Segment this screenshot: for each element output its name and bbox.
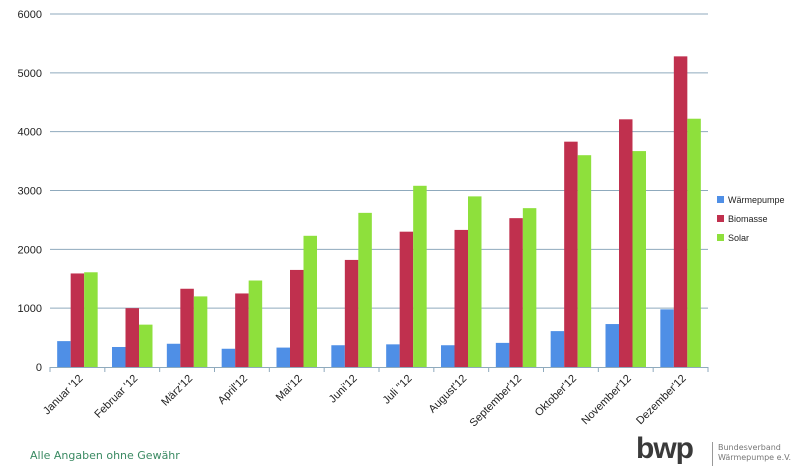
bar <box>139 324 153 367</box>
y-tick-label: 5000 <box>18 68 42 80</box>
chart: 0 1000 2000 3000 4000 5000 6000 Januar '12 Febr… <box>18 9 785 430</box>
bar <box>303 235 317 367</box>
bar <box>344 259 359 367</box>
bar <box>619 119 633 367</box>
bar <box>125 308 139 367</box>
bar <box>509 218 523 367</box>
legend-label: Solar <box>728 233 749 243</box>
bar <box>180 288 194 367</box>
y-tick-label: 2000 <box>18 244 42 256</box>
bar <box>331 345 345 367</box>
bar <box>495 342 510 367</box>
bar <box>112 346 126 367</box>
bar <box>687 118 701 368</box>
logo-text: Bundesverband Wärmepumpe e.V. <box>718 443 791 463</box>
bar <box>660 309 674 367</box>
bar <box>441 345 455 367</box>
legend-swatch <box>717 234 724 241</box>
bar <box>57 341 71 367</box>
bar <box>221 348 236 367</box>
chart-grid <box>50 13 708 309</box>
bar <box>166 343 181 367</box>
x-tick-label: Oktober'12 <box>533 373 579 419</box>
x-tick-label: Dezember'12 <box>634 373 689 428</box>
bar <box>358 212 372 367</box>
bar <box>454 229 468 367</box>
bar <box>84 272 98 367</box>
bar <box>386 344 400 367</box>
y-tick-label: 4000 <box>18 127 42 139</box>
legend-label: Biomasse <box>728 214 768 224</box>
bar <box>577 155 592 367</box>
x-axis-ticks: Januar '12 Februar '12 März'12 April'12 Mai'… <box>41 373 689 430</box>
bar <box>468 196 482 367</box>
bar <box>399 231 414 367</box>
bar <box>248 280 263 367</box>
x-tick-label: September'12 <box>468 373 525 430</box>
bar <box>413 185 427 367</box>
bar <box>290 269 304 367</box>
y-tick-label: 3000 <box>18 186 42 198</box>
bar <box>193 296 208 367</box>
logo-mark: bwp <box>636 432 694 465</box>
bwp-logo: bwp Bundesverband Wärmepumpe e.V. <box>636 432 796 470</box>
legend: Wärmepumpe Biomasse Solar <box>717 195 785 243</box>
bar <box>564 141 578 367</box>
y-tick-label: 0 <box>36 362 42 374</box>
x-tick-label: März'12 <box>159 373 195 409</box>
bar <box>632 151 646 367</box>
x-tick-label: Februar '12 <box>92 373 140 421</box>
x-tick-label: Januar '12 <box>41 373 86 418</box>
bar <box>605 324 619 367</box>
bar <box>522 208 537 367</box>
legend-label: Wärmepumpe <box>728 195 785 205</box>
logo-text-line1: Bundesverband <box>718 443 781 452</box>
logo-text-line2: Wärmepumpe e.V. <box>718 453 792 462</box>
bar <box>276 347 290 367</box>
chart-bars <box>57 56 701 368</box>
bar <box>70 273 85 367</box>
y-tick-label: 6000 <box>18 9 42 21</box>
x-tick-label: Juli ''12 <box>381 373 415 407</box>
x-tick-label: August'12 <box>427 373 470 416</box>
bar <box>550 331 565 367</box>
x-tick-label: April'12 <box>216 373 250 407</box>
x-tick-label: Mai'12 <box>274 373 305 404</box>
x-tick-label: November'12 <box>579 373 634 428</box>
logo-divider <box>712 442 713 466</box>
y-tick-label: 1000 <box>18 303 42 315</box>
disclaimer-note: Alle Angaben ohne Gewähr <box>30 449 180 462</box>
bar <box>673 56 688 368</box>
legend-swatch <box>717 196 724 203</box>
legend-swatch <box>717 215 724 222</box>
x-tick-label: Juni'12 <box>327 373 360 406</box>
bar <box>235 293 249 367</box>
x-axis <box>49 367 709 372</box>
y-axis-ticks: 0 1000 2000 3000 4000 5000 6000 <box>18 9 42 374</box>
